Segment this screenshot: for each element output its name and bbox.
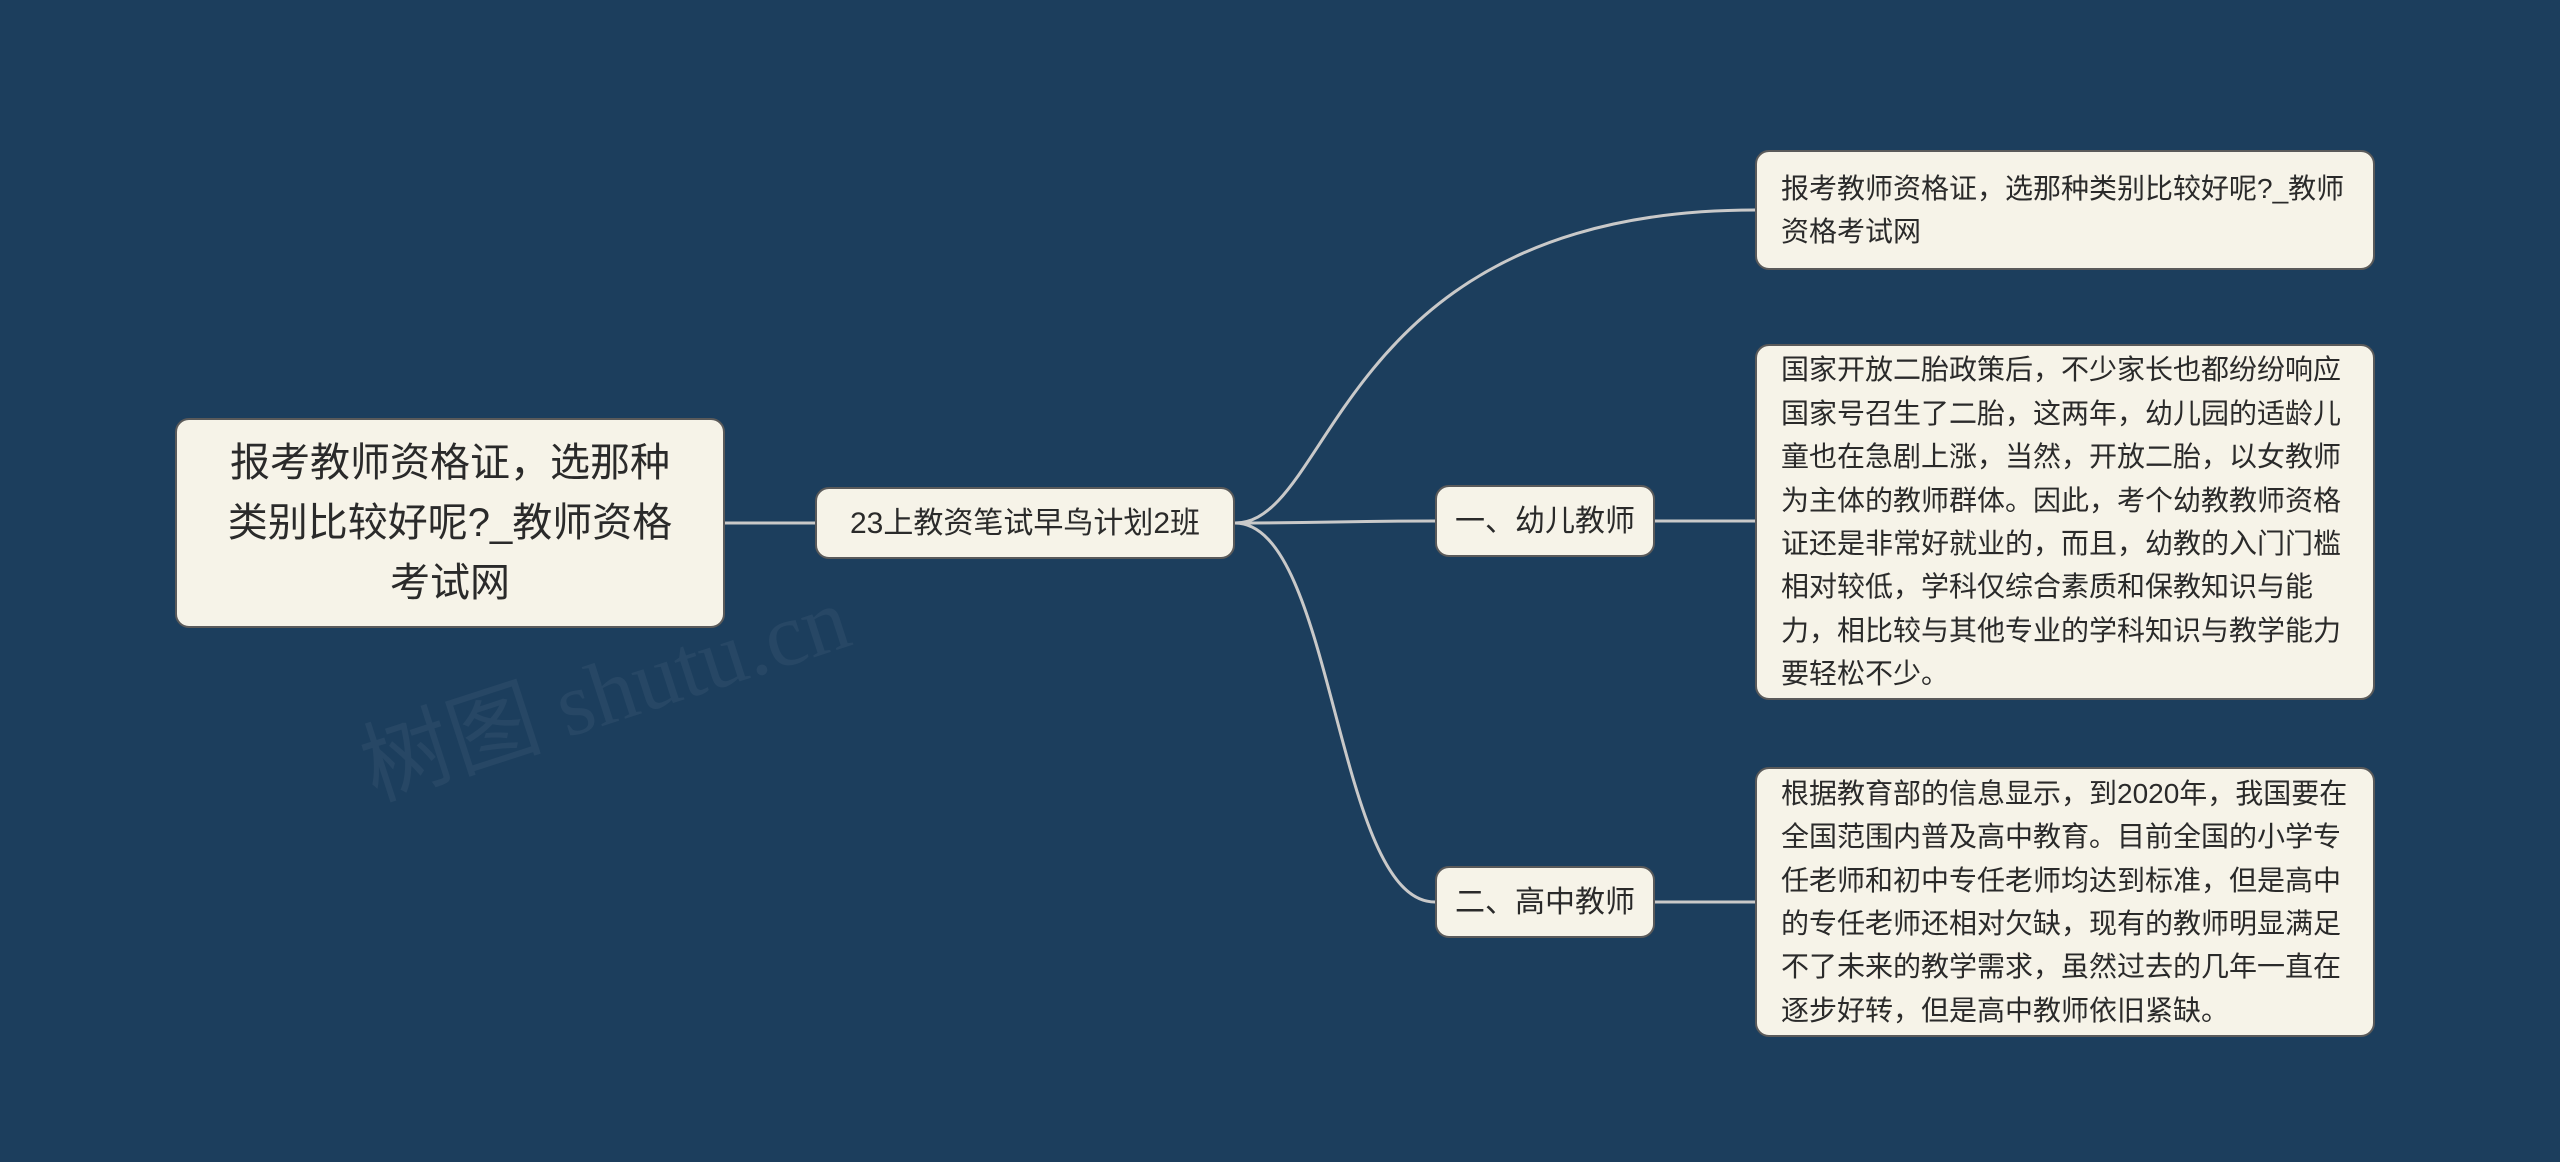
branch1-leaf-text: 国家开放二胎政策后，不少家长也都纷纷响应国家号召生了二胎，这两年，幼儿园的适龄儿…	[1781, 348, 2349, 695]
branch2-leaf[interactable]: 根据教育部的信息显示，到2020年，我国要在全国范围内普及高中教育。目前全国的小…	[1755, 767, 2375, 1037]
branch2-label-text: 二、高中教师	[1455, 880, 1635, 925]
branch1-leaf[interactable]: 国家开放二胎政策后，不少家长也都纷纷响应国家号召生了二胎，这两年，幼儿园的适龄儿…	[1755, 344, 2375, 700]
edge-level1-branch1	[1235, 521, 1435, 523]
level1-node-text: 23上教资笔试早鸟计划2班	[850, 501, 1200, 546]
root-node[interactable]: 报考教师资格证，选那种类别比较好呢?_教师资格考试网	[175, 418, 725, 628]
level1-node[interactable]: 23上教资笔试早鸟计划2班	[815, 487, 1235, 559]
edge-level1-branch0	[1235, 210, 1755, 523]
root-node-text: 报考教师资格证，选那种类别比较好呢?_教师资格考试网	[228, 433, 673, 613]
branch2-leaf-text: 根据教育部的信息显示，到2020年，我国要在全国范围内普及高中教育。目前全国的小…	[1781, 772, 2349, 1032]
branch1-label-text: 一、幼儿教师	[1455, 499, 1635, 544]
edge-level1-branch2	[1235, 523, 1435, 902]
branch2-label[interactable]: 二、高中教师	[1435, 866, 1655, 938]
branch1-label[interactable]: 一、幼儿教师	[1435, 485, 1655, 557]
branch0-leaf[interactable]: 报考教师资格证，选那种类别比较好呢?_教师资格考试网	[1755, 150, 2375, 270]
branch0-leaf-text: 报考教师资格证，选那种类别比较好呢?_教师资格考试网	[1781, 167, 2349, 254]
